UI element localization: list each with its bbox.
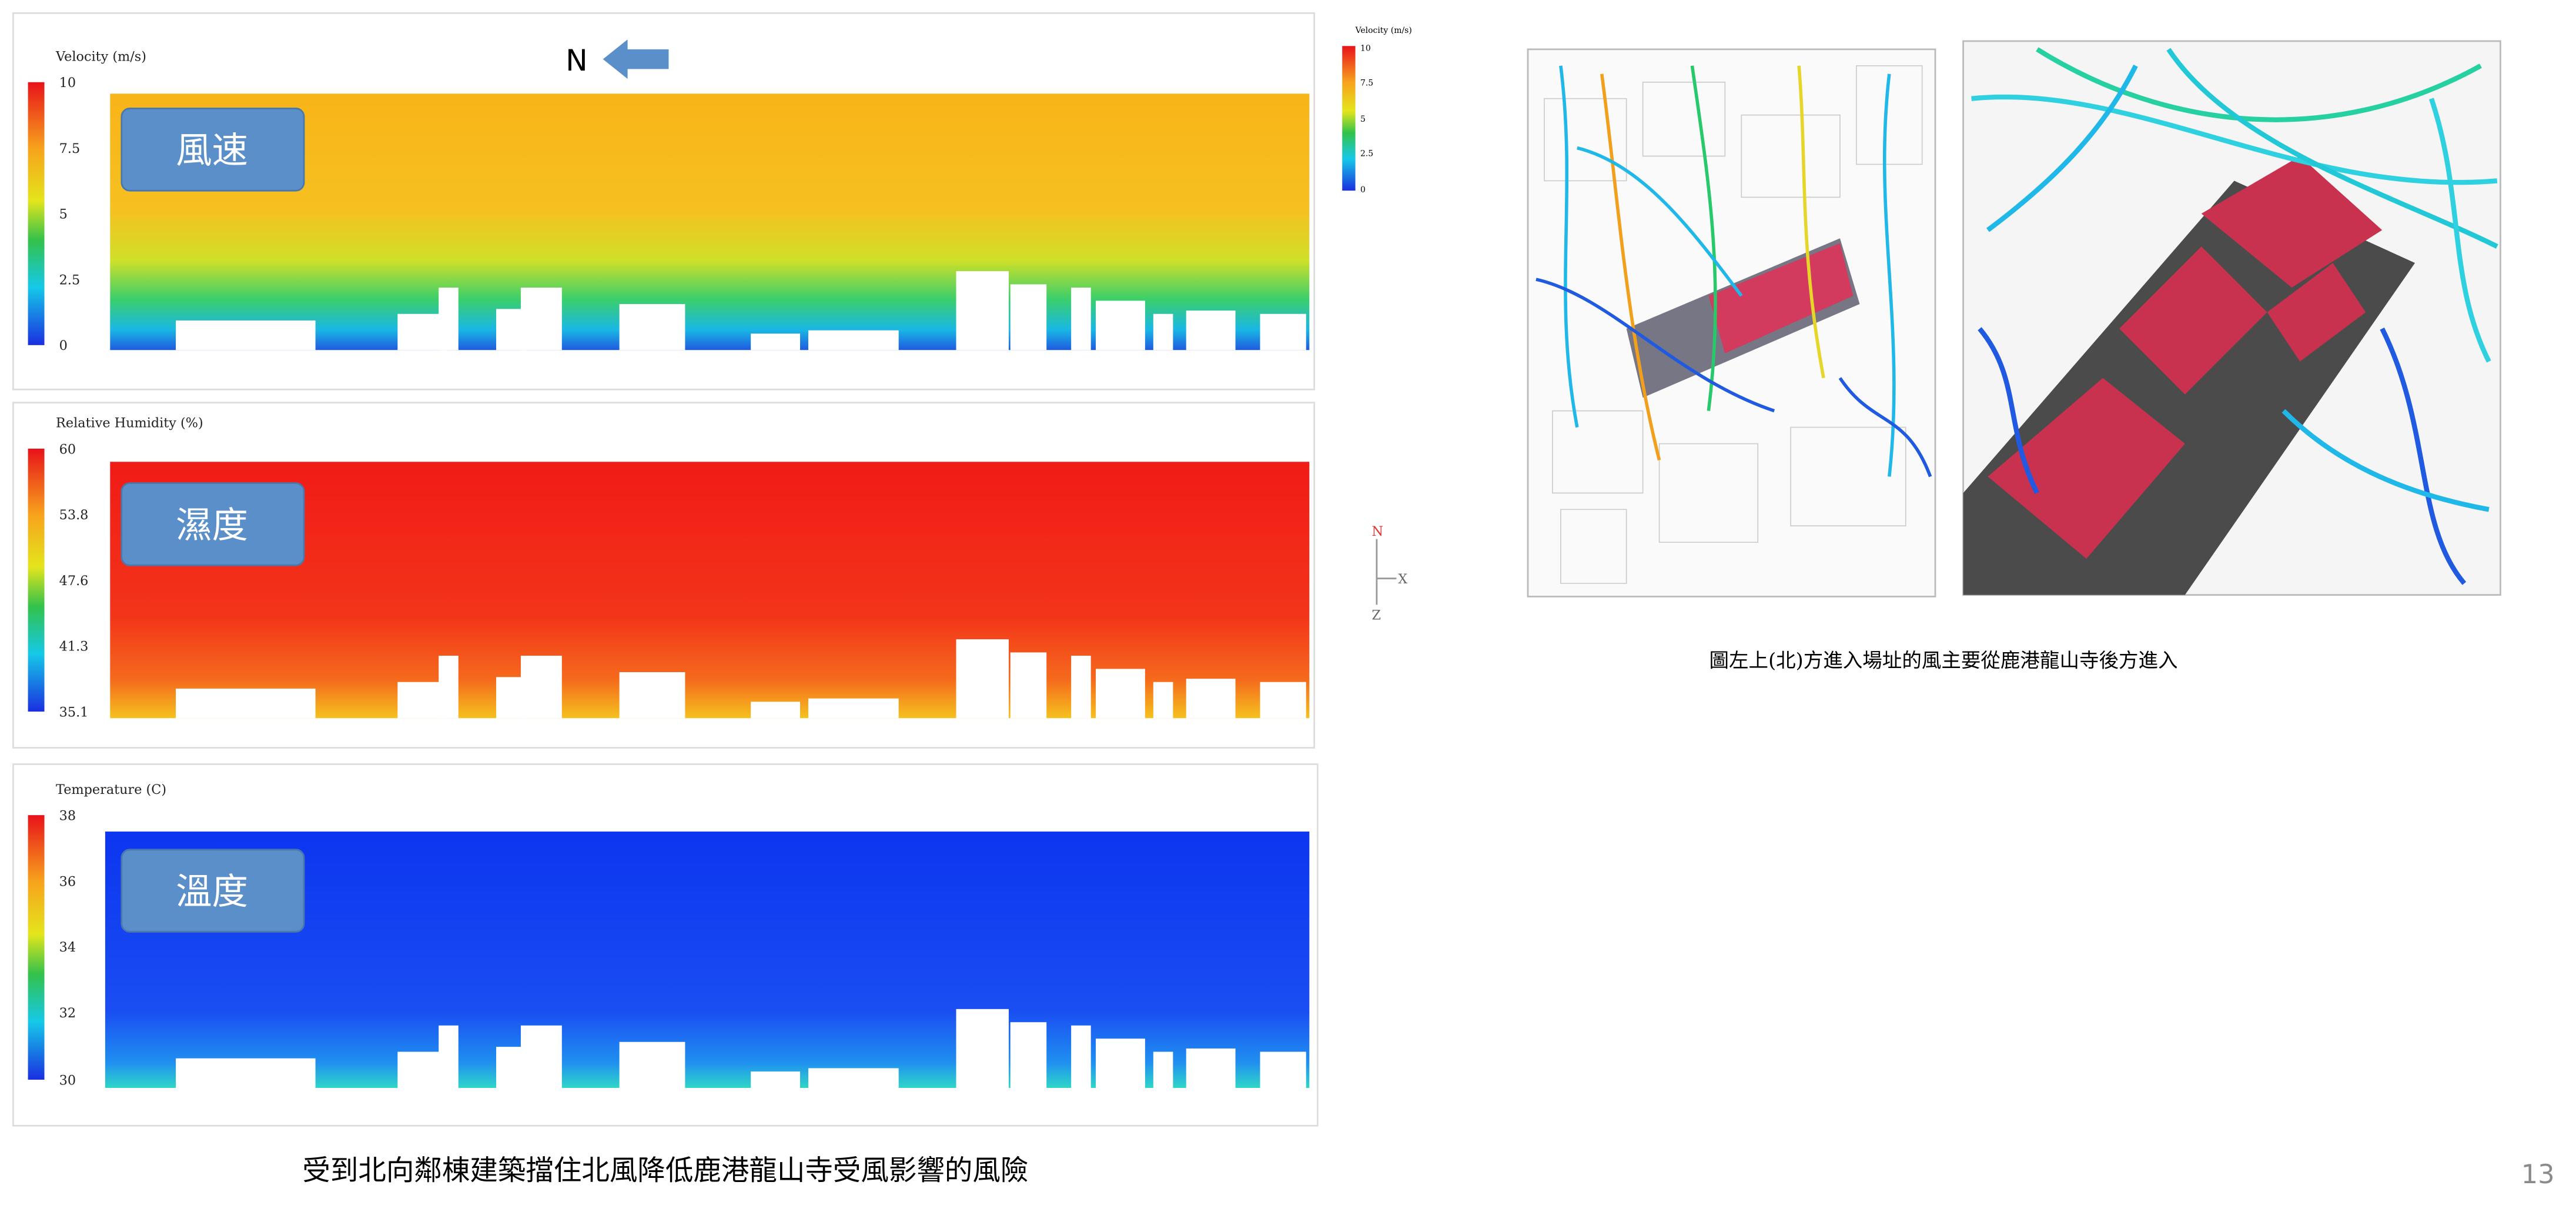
colorbar [28,448,45,712]
streamline-plan [1527,48,1936,597]
tick-label: 10 [59,75,76,91]
velocity-panel: Velocity (m/s) 10 7.5 5 2.5 0 風速 N [12,12,1316,390]
legend-title: Relative Humidity (%) [56,416,203,431]
axis-label: Z [1372,608,1381,623]
tick-label: 0 [59,338,68,353]
compass-arrow [603,39,669,79]
colorbar [28,815,45,1080]
tick-label: 5 [1360,115,1366,124]
colorbar [28,82,45,345]
tick-label: 5 [59,207,68,222]
axis-triad: N X Z [1372,524,1408,623]
right-caption: 圖左上(北)方進入場址的風主要從鹿港龍山寺後方進入 [1709,649,2178,672]
tick-label: 34 [59,940,76,955]
colorbar [1342,46,1356,191]
tick-label: 38 [59,808,76,823]
compass: N [566,43,588,78]
side-legend: Velocity (m/s) 10 7.5 5 2.5 0 [1342,26,1412,195]
tick-label: 47.6 [59,573,89,589]
streamline-3d [1962,40,2501,596]
tick-label: 7.5 [1360,78,1373,88]
tick-label: 7.5 [59,141,81,156]
legend-title: Velocity (m/s) [1355,26,1412,35]
page-number: 13 [2521,1158,2555,1190]
label-box [121,108,305,192]
label-box [121,849,305,933]
legend-title: Velocity (m/s) [55,49,146,64]
tick-label: 2.5 [1360,149,1373,158]
tick-label: 10 [1360,44,1371,54]
tick-label: 35.1 [59,705,89,720]
tick-label: 0 [1360,185,1366,195]
tick-label: 53.8 [59,507,89,523]
axis-label: N [1372,524,1384,539]
tick-label: 36 [59,874,76,889]
tick-label: 41.3 [59,639,89,655]
legend-title: Temperature (C) [56,782,166,797]
label-box [121,482,305,566]
tick-label: 2.5 [59,272,81,288]
tick-label: 30 [59,1073,76,1088]
panel-label: 濕度 [176,505,248,546]
left-caption: 受到北向鄰棟建築擋住北風降低鹿港龍山寺受風影響的風險 [302,1155,1028,1187]
humidity-panel: Relative Humidity (%) 60 53.8 47.6 41.3 … [12,402,1316,749]
temperature-panel: Temperature (C) 38 36 34 32 30 溫度 [12,763,1319,1127]
panel-label: 溫度 [176,871,248,913]
axis-label: X [1398,572,1407,587]
panel-label: 風速 [176,130,248,172]
tick-label: 32 [59,1006,76,1021]
tick-label: 60 [59,442,76,457]
